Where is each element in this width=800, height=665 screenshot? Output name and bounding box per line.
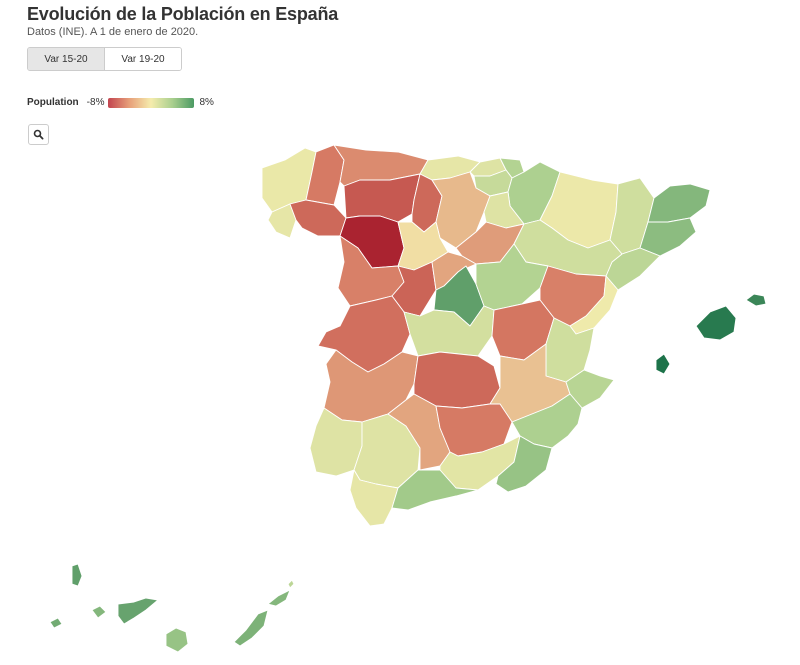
region-barcelona[interactable] xyxy=(639,217,697,257)
legend-min-label: -8% xyxy=(86,97,105,108)
region-la-gomera[interactable] xyxy=(91,605,107,619)
region-malaga[interactable] xyxy=(391,469,479,511)
legend-title: Population xyxy=(27,97,79,108)
canary-islands xyxy=(49,563,295,653)
region-almeria[interactable] xyxy=(495,435,553,493)
tab-var-19-20[interactable]: Var 19-20 xyxy=(104,48,181,70)
region-lanzarote[interactable] xyxy=(267,589,291,607)
region-mallorca[interactable] xyxy=(695,305,737,341)
region-fuerteventura[interactable] xyxy=(233,609,269,647)
region-huelva[interactable] xyxy=(309,407,363,477)
period-tabs: Var 15-20 Var 19-20 xyxy=(27,47,182,71)
region-el-hierro[interactable] xyxy=(49,617,63,629)
region-la-graciosa[interactable] xyxy=(287,579,295,589)
color-legend: Population -8% 8% xyxy=(27,97,214,108)
tab-var-15-20[interactable]: Var 15-20 xyxy=(28,48,104,70)
region-la-palma[interactable] xyxy=(71,563,83,587)
region-murcia[interactable] xyxy=(511,393,583,449)
region-ourense[interactable] xyxy=(289,199,347,237)
region-ibiza[interactable] xyxy=(655,353,671,375)
region-tenerife[interactable] xyxy=(117,597,159,625)
region-cadiz[interactable] xyxy=(349,469,399,527)
legend-max-label: 8% xyxy=(199,97,214,108)
region-burgos[interactable] xyxy=(431,171,491,249)
region-gran-canaria[interactable] xyxy=(165,627,189,653)
page-subtitle: Datos (INE). A 1 de enero de 2020. xyxy=(27,26,199,38)
search-button[interactable] xyxy=(28,124,49,145)
balearic-islands xyxy=(655,293,767,375)
region-ciudad-real[interactable] xyxy=(413,351,501,409)
legend-gradient-bar xyxy=(108,97,195,108)
page-title: Evolución de la Población en España xyxy=(27,4,339,24)
search-icon xyxy=(33,129,44,140)
region-girona[interactable] xyxy=(647,183,711,223)
peninsula-regions xyxy=(261,144,711,527)
region-menorca[interactable] xyxy=(745,293,767,307)
